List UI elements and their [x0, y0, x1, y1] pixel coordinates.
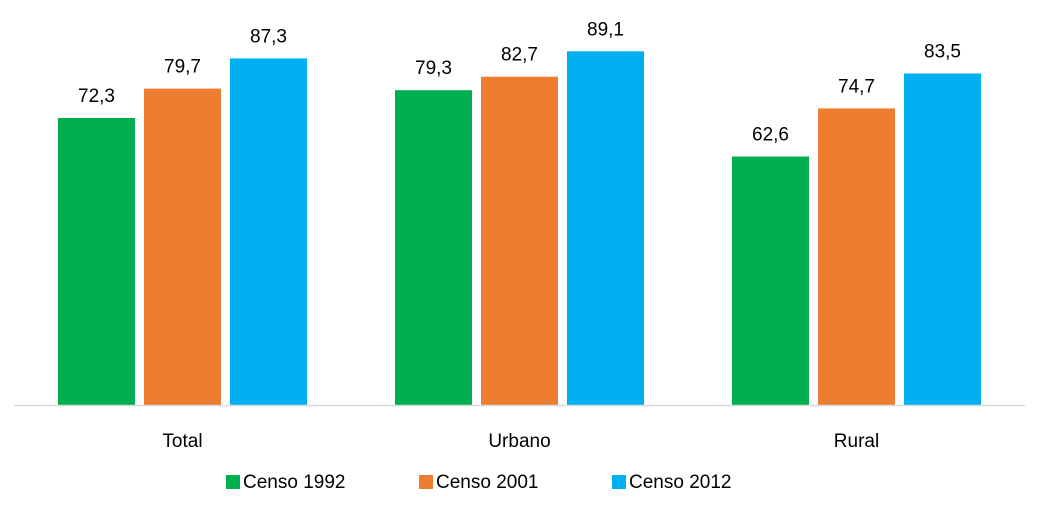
bar-total-censo-2012	[230, 58, 307, 406]
legend-swatch	[226, 475, 240, 489]
legend-label: Censo 1992	[243, 472, 345, 493]
value-label: 79,7	[164, 57, 201, 78]
bars-layer	[58, 51, 981, 406]
legend-item-censo-2012: Censo 2012	[612, 472, 731, 493]
value-label: 79,3	[415, 58, 452, 79]
value-label: 82,7	[501, 45, 538, 66]
category-label: Urbano	[488, 431, 550, 452]
value-label: 74,7	[838, 76, 875, 97]
value-label: 83,5	[924, 42, 961, 63]
category-label: Rural	[834, 431, 879, 452]
bar-rural-censo-2012	[904, 73, 981, 405]
bar-total-censo-2001	[144, 88, 221, 405]
value-labels-layer: 72,3 79,7 87,3 79,3 82,7 89,1 62,6 74,7 83,5	[78, 19, 961, 145]
legend-swatch	[419, 475, 433, 489]
value-label: 89,1	[587, 19, 624, 40]
value-label: 72,3	[78, 86, 115, 107]
bar-total-censo-1992	[58, 118, 135, 405]
legend-label: Censo 2012	[629, 472, 731, 493]
bar-rural-censo-2001	[818, 108, 895, 406]
bar-urbano-censo-1992	[395, 90, 472, 405]
value-label: 62,6	[752, 125, 789, 146]
legend-item-censo-1992: Censo 1992	[226, 472, 345, 493]
legend: Censo 1992 Censo 2001 Censo 2012	[226, 472, 731, 493]
bar-urbano-censo-2012	[567, 51, 644, 406]
legend-label: Censo 2001	[436, 472, 538, 493]
bar-rural-censo-1992	[732, 156, 809, 405]
category-labels-layer: Total Urbano Rural	[162, 431, 879, 452]
legend-swatch	[612, 475, 626, 489]
value-label: 87,3	[250, 26, 287, 47]
bar-urbano-censo-2001	[481, 76, 558, 405]
legend-item-censo-2001: Censo 2001	[419, 472, 538, 493]
category-label: Total	[162, 431, 202, 452]
